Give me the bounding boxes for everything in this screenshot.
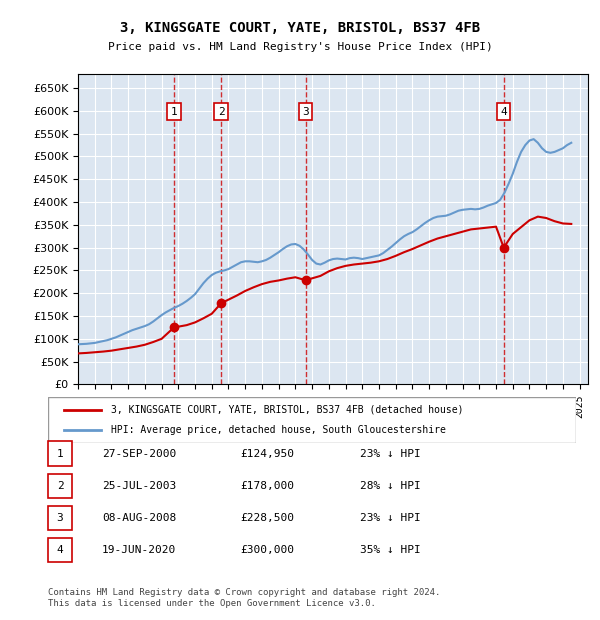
Text: 1: 1 — [170, 107, 178, 117]
Text: 1: 1 — [56, 448, 64, 459]
Text: 3, KINGSGATE COURT, YATE, BRISTOL, BS37 4FB (detached house): 3, KINGSGATE COURT, YATE, BRISTOL, BS37 … — [112, 405, 464, 415]
Text: 3: 3 — [302, 107, 309, 117]
Text: 27-SEP-2000: 27-SEP-2000 — [102, 448, 176, 459]
Text: 23% ↓ HPI: 23% ↓ HPI — [360, 513, 421, 523]
Text: 3, KINGSGATE COURT, YATE, BRISTOL, BS37 4FB: 3, KINGSGATE COURT, YATE, BRISTOL, BS37 … — [120, 21, 480, 35]
Text: Price paid vs. HM Land Registry's House Price Index (HPI): Price paid vs. HM Land Registry's House … — [107, 42, 493, 51]
FancyBboxPatch shape — [48, 397, 576, 443]
Text: 23% ↓ HPI: 23% ↓ HPI — [360, 448, 421, 459]
Text: £178,000: £178,000 — [240, 480, 294, 491]
Text: Contains HM Land Registry data © Crown copyright and database right 2024.
This d: Contains HM Land Registry data © Crown c… — [48, 588, 440, 608]
Text: HPI: Average price, detached house, South Gloucestershire: HPI: Average price, detached house, Sout… — [112, 425, 446, 435]
Text: 4: 4 — [500, 107, 507, 117]
Text: £300,000: £300,000 — [240, 545, 294, 556]
Text: 28% ↓ HPI: 28% ↓ HPI — [360, 480, 421, 491]
Text: £124,950: £124,950 — [240, 448, 294, 459]
Text: 3: 3 — [56, 513, 64, 523]
Text: £228,500: £228,500 — [240, 513, 294, 523]
Text: 4: 4 — [56, 545, 64, 556]
Text: 08-AUG-2008: 08-AUG-2008 — [102, 513, 176, 523]
Text: 25-JUL-2003: 25-JUL-2003 — [102, 480, 176, 491]
Text: 2: 2 — [218, 107, 224, 117]
Text: 35% ↓ HPI: 35% ↓ HPI — [360, 545, 421, 556]
Text: 2: 2 — [56, 480, 64, 491]
Text: 19-JUN-2020: 19-JUN-2020 — [102, 545, 176, 556]
